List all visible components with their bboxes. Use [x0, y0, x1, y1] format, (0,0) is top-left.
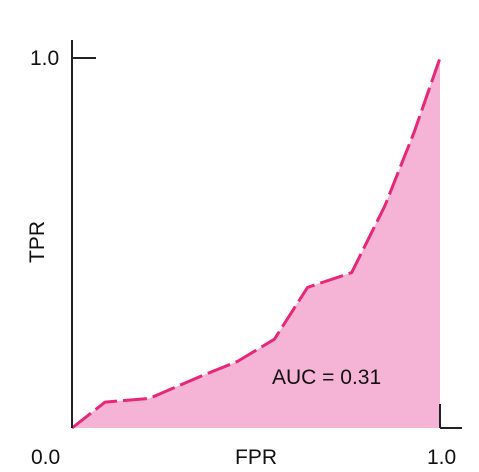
roc-curve: [71, 57, 442, 430]
x-axis-label: FPR: [235, 446, 277, 469]
y-tick-label-1: 1.0: [30, 47, 59, 70]
x-tick-label-0: 0.0: [31, 446, 60, 469]
roc-area-fill: [72, 58, 440, 428]
x-tick-label-1: 1.0: [427, 446, 456, 469]
y-axis-label: TPR: [26, 221, 49, 263]
auc-annotation: AUC = 0.31: [272, 366, 381, 389]
plot-area: [71, 57, 442, 430]
